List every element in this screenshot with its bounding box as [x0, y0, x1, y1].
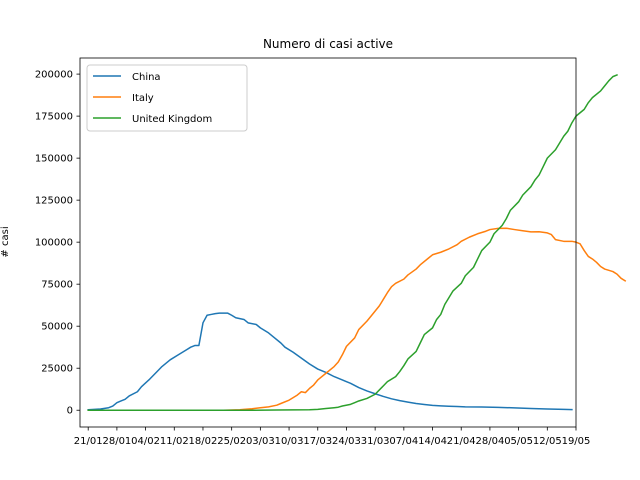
y-tick-label: 150000 [35, 154, 73, 165]
x-tick-label: 24/03 [332, 436, 361, 447]
x-tick-label: 18/02 [189, 436, 218, 447]
legend-box [86, 64, 248, 132]
y-tick-label: 25000 [41, 364, 73, 375]
series-line-1 [87, 227, 627, 411]
y-tick-label: 100000 [35, 238, 73, 249]
legend-label: Italy [132, 93, 154, 104]
chart-title: Numero di casi active [263, 37, 393, 51]
y-tick-label: 175000 [35, 112, 73, 123]
y-tick-label: 50000 [41, 322, 73, 333]
legend-label: China [132, 72, 161, 83]
x-tick-label: 19/05 [562, 436, 591, 447]
x-tick-label: 31/03 [361, 436, 390, 447]
y-tick-label: 125000 [35, 196, 73, 207]
series-line-0 [87, 312, 573, 411]
x-tick-label: 12/05 [533, 436, 562, 447]
x-tick-label: 28/01 [102, 436, 131, 447]
y-tick-label: 75000 [41, 280, 73, 291]
x-tick-label: 07/04 [389, 436, 418, 447]
x-tick-label: 14/04 [418, 436, 447, 447]
x-tick-label: 28/04 [476, 436, 505, 447]
series-line-2 [87, 73, 618, 411]
x-tick-label: 25/02 [217, 436, 246, 447]
x-tick-label: 11/02 [160, 436, 189, 447]
x-tick-label: 17/03 [303, 436, 332, 447]
x-tick-label: 03/03 [246, 436, 275, 447]
y-axis-label: # casi [0, 226, 11, 257]
x-tick-label: 05/05 [504, 436, 533, 447]
x-tick-label: 21/04 [447, 436, 476, 447]
y-tick-label: 0 [67, 406, 73, 417]
legend-label: United Kingdom [132, 114, 212, 125]
x-tick-label: 21/01 [74, 436, 103, 447]
y-tick-label: 200000 [35, 70, 73, 81]
plot-area: 0 25000 50000 75000 100000 125000 150000 175000… [35, 57, 627, 447]
x-tick-label: 10/03 [275, 436, 304, 447]
x-tick-label: 04/02 [131, 436, 160, 447]
